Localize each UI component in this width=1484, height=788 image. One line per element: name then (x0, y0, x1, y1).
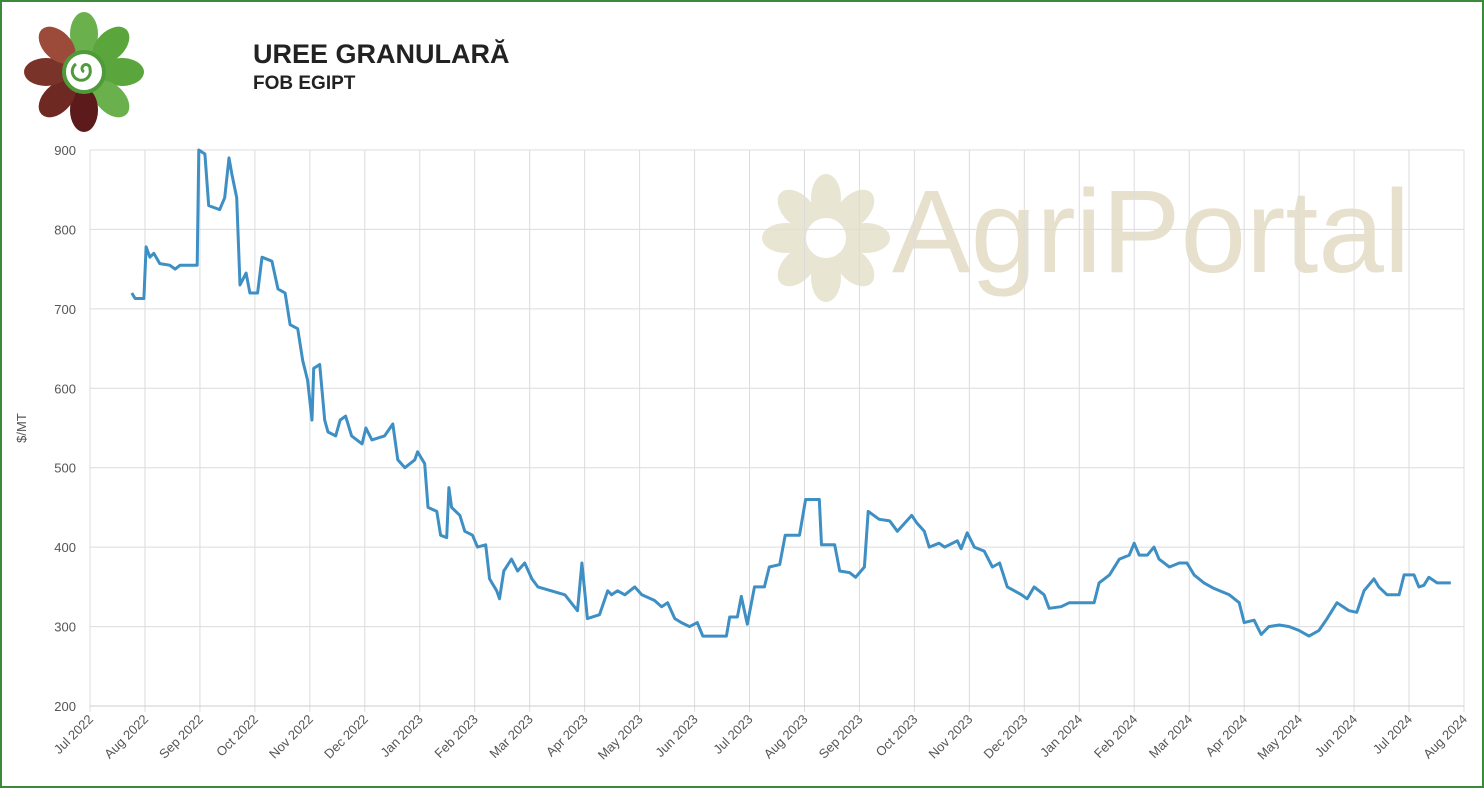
y-tick-label: 200 (54, 699, 76, 714)
y-tick-label: 500 (54, 461, 76, 476)
chart-subtitle: FOB EGIPT (253, 73, 356, 94)
watermark-logo (762, 174, 890, 302)
y-tick-label: 700 (54, 302, 76, 317)
watermark-text: AgriPortal (892, 166, 1410, 298)
y-tick-label: 300 (54, 620, 76, 635)
y-tick-label: 400 (54, 540, 76, 555)
y-axis-label: $/MT (14, 413, 29, 443)
price-line (130, 148, 1451, 638)
y-tick-label: 900 (54, 143, 76, 158)
y-tick-label: 600 (54, 381, 76, 396)
y-tick-label: 800 (54, 222, 76, 237)
chart-title: UREE GRANULARĂ (253, 38, 510, 69)
logo (24, 12, 144, 132)
